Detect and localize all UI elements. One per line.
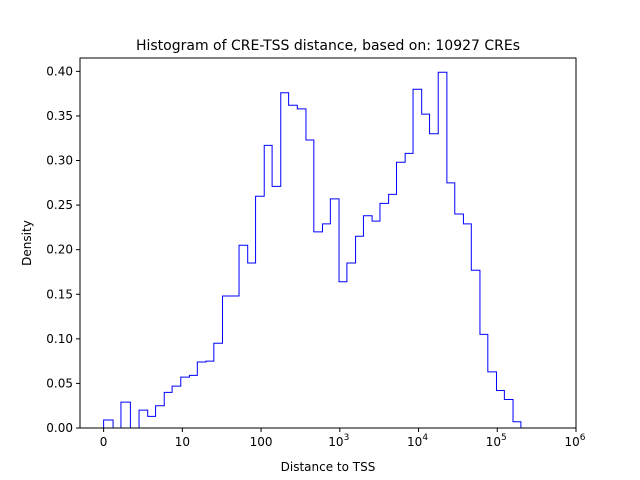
- y-tick-label: 0.35: [46, 109, 73, 123]
- x-tick-exponent: 6: [580, 433, 586, 443]
- y-tick-label: 0.10: [46, 332, 73, 346]
- y-tick-label: 0.05: [46, 376, 73, 390]
- x-axis-label: Distance to TSS: [281, 460, 376, 474]
- x-tick-label: 10: [175, 435, 190, 449]
- y-axis: 0.00 0.05 0.10 0.15 0.20 0.25 0.30 0.35 0.40: [46, 64, 80, 435]
- x-tick-exponent: 4: [422, 433, 428, 443]
- y-tick-label: 0.15: [46, 287, 73, 301]
- x-tick-exponent: 3: [344, 433, 350, 443]
- y-tick-label: 0.25: [46, 198, 73, 212]
- chart-title: Histogram of CRE-TSS distance, based on:…: [136, 38, 520, 54]
- y-tick-label: 0.40: [46, 64, 73, 78]
- y-tick-label: 0.30: [46, 154, 73, 168]
- x-tick-label: 100: [250, 435, 273, 449]
- x-tick-label: 0: [100, 435, 108, 449]
- y-tick-label: 0.00: [46, 421, 73, 435]
- y-axis-label: Density: [20, 220, 34, 266]
- axes-frame: [79, 57, 577, 429]
- y-tick-label: 0.20: [46, 243, 73, 257]
- x-tick-exponent: 5: [501, 433, 507, 443]
- histogram-step-line: [103, 71, 538, 429]
- plot-area: [103, 71, 538, 429]
